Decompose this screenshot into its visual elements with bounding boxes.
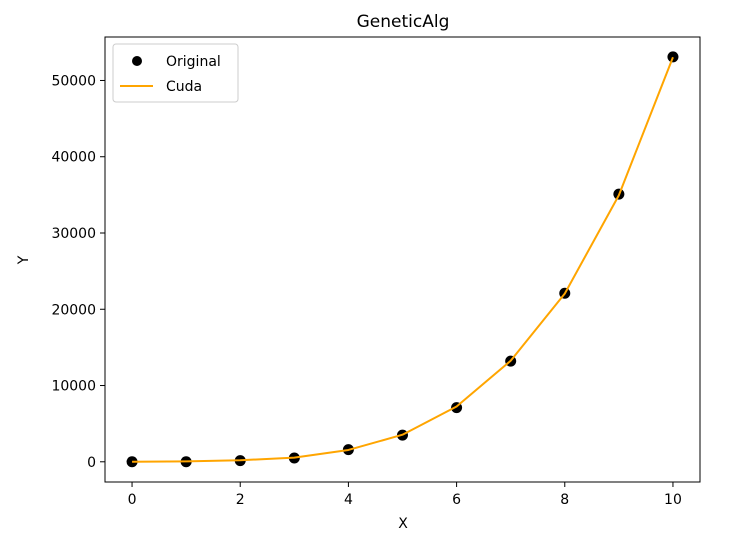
x-axis: 0 2 4 6 8 10 [128, 482, 682, 508]
y-tick-label: 20000 [51, 302, 96, 318]
x-axis-label: X [398, 516, 408, 532]
plot-area [126, 51, 679, 468]
plot-frame [104, 36, 701, 483]
x-tick-label: 2 [236, 492, 245, 508]
y-tick-label: 30000 [51, 226, 96, 242]
x-tick-label: 10 [664, 492, 682, 508]
x-tick-label: 4 [344, 492, 353, 508]
legend-original-label: Original [166, 54, 221, 70]
y-tick-label: 40000 [51, 150, 96, 166]
x-tick-label: 8 [560, 492, 569, 508]
y-axis-label: Y [16, 255, 32, 265]
y-axis: 0 10000 20000 30000 40000 50000 [51, 73, 105, 471]
cuda-line [132, 56, 674, 463]
legend: Original Cuda [112, 43, 239, 103]
y-tick-label: 0 [87, 455, 96, 471]
original-point [667, 51, 679, 63]
y-tick-label: 10000 [51, 379, 96, 395]
legend-original-marker [132, 56, 142, 66]
x-tick-label: 6 [452, 492, 461, 508]
legend-cuda-label: Cuda [166, 79, 202, 95]
legend-box [112, 43, 239, 103]
y-tick-label: 50000 [51, 73, 96, 89]
chart-title: GeneticAlg [357, 12, 450, 32]
original-point [126, 456, 138, 468]
x-tick-label: 0 [128, 492, 137, 508]
